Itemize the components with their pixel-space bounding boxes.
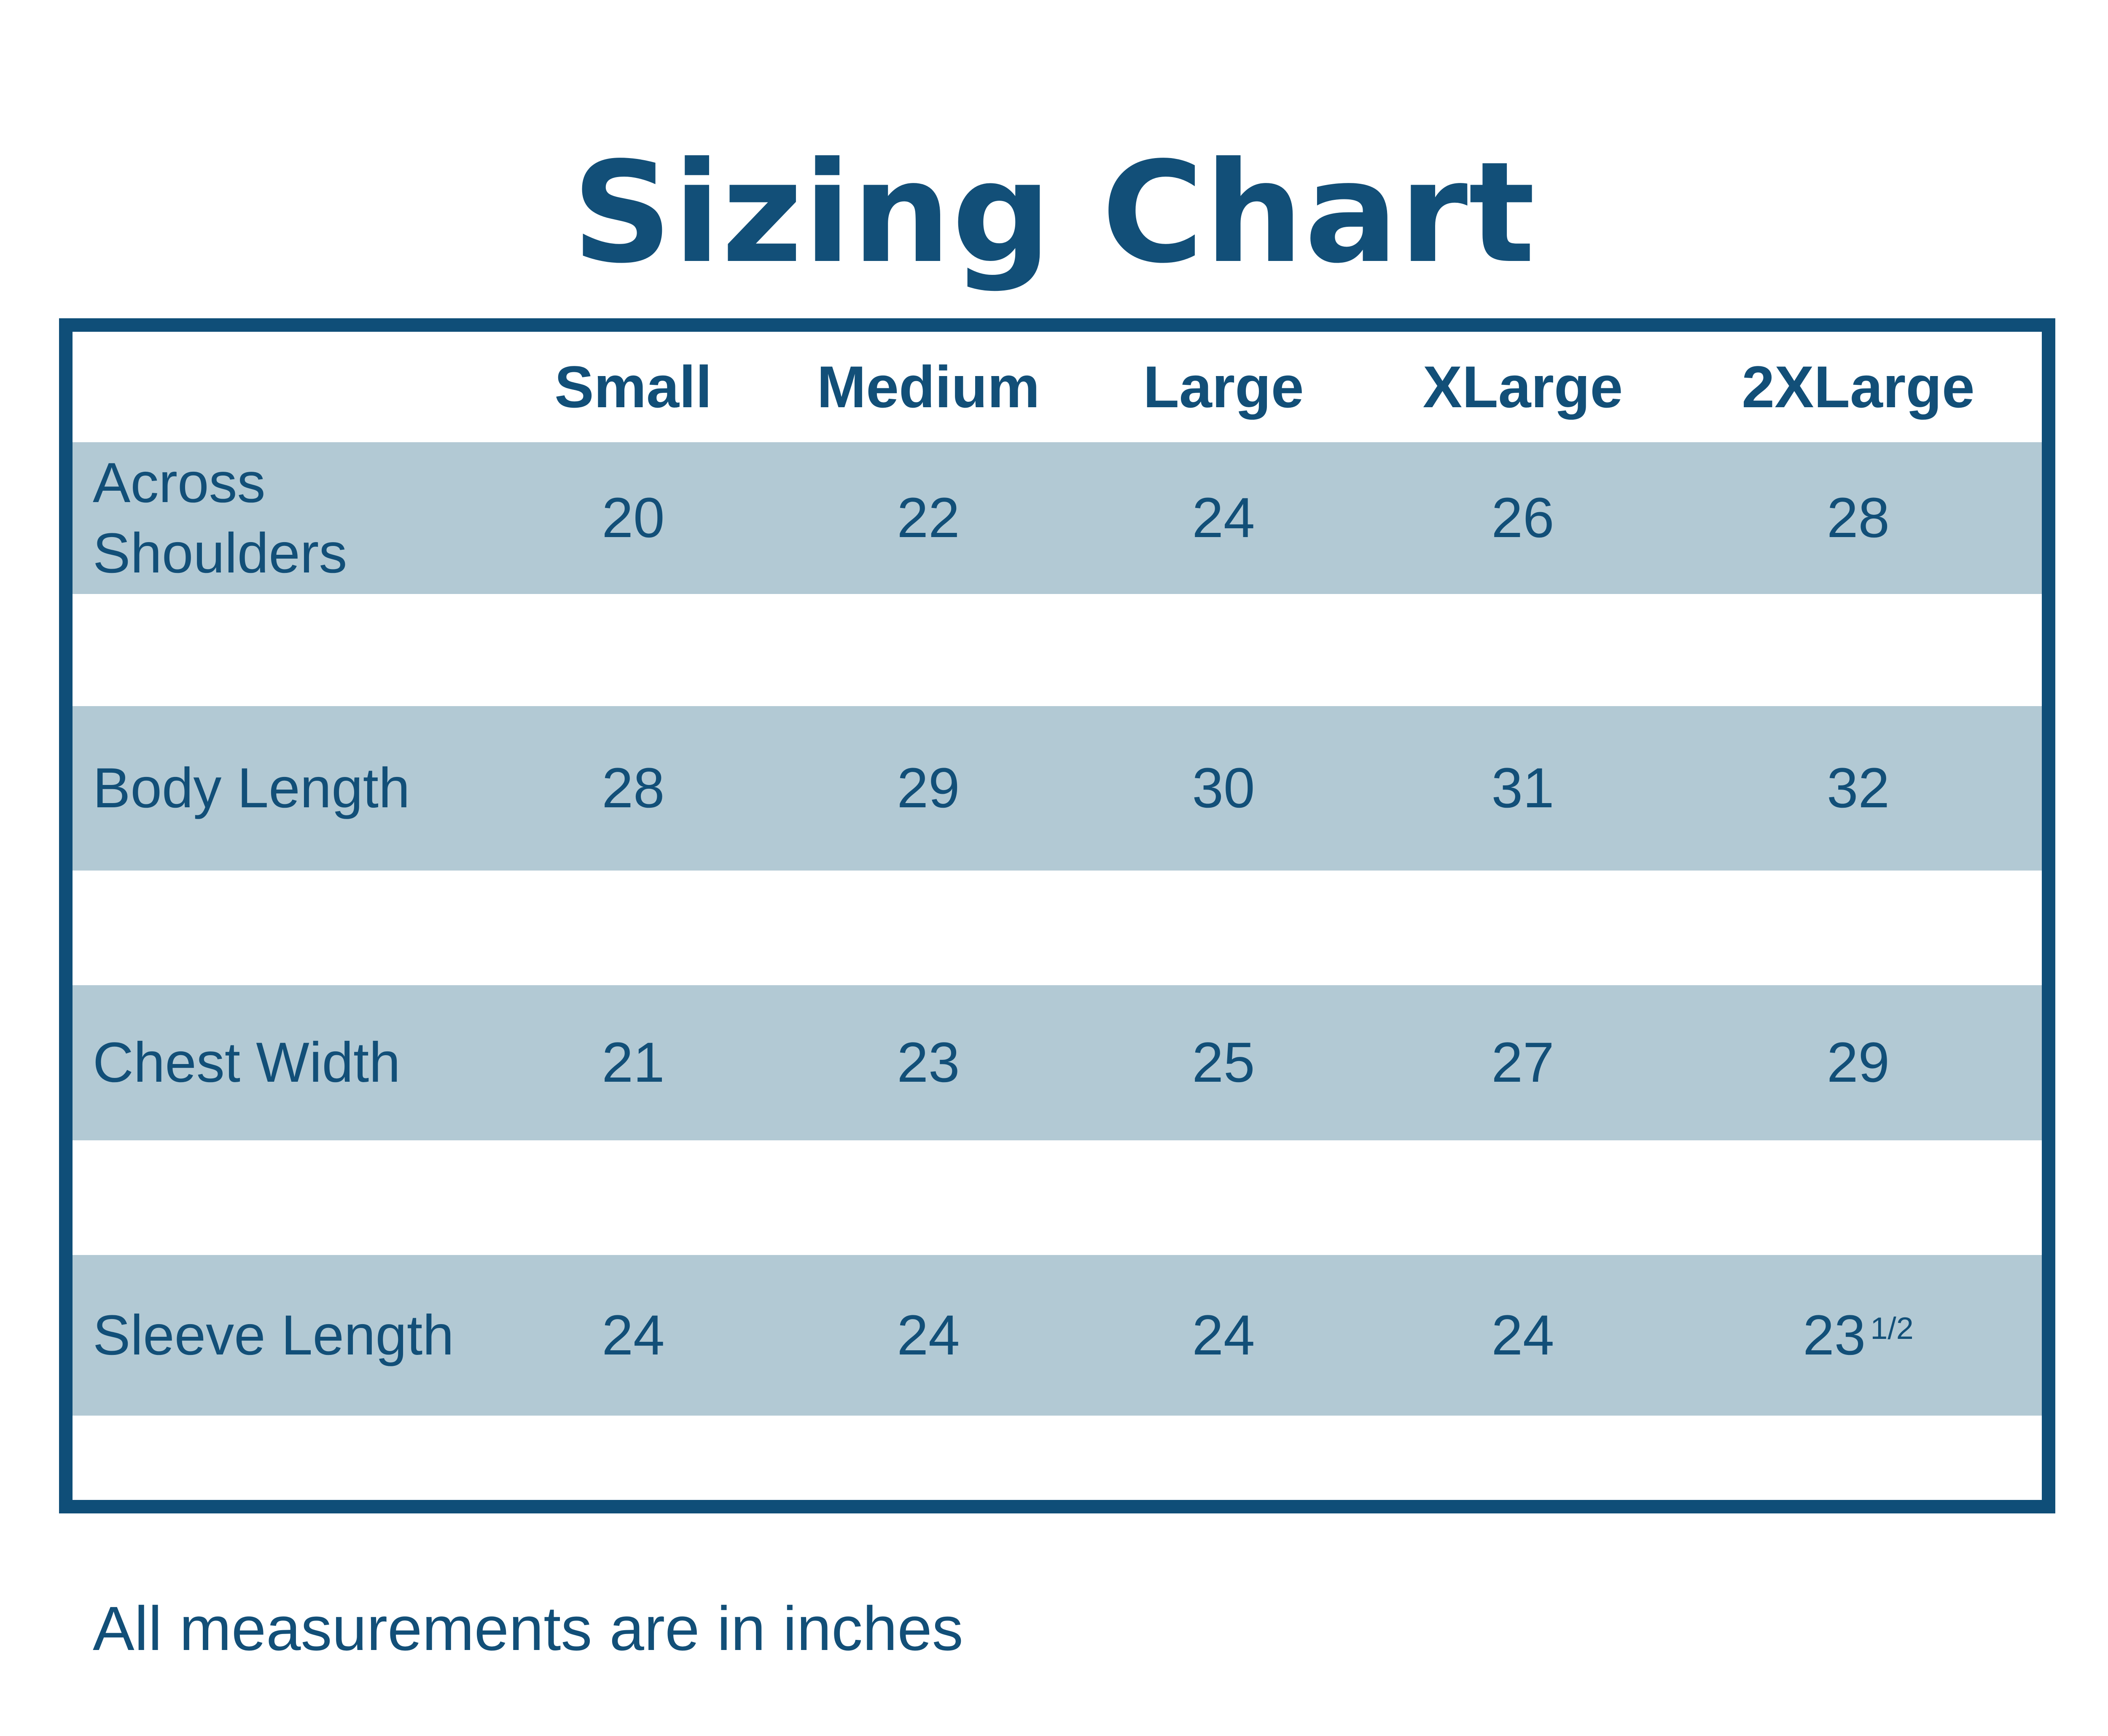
table-cell: 20 xyxy=(602,486,665,549)
table-row-sleeve-length: Sleeve Length 24 24 24 24 23 1/2 xyxy=(73,1255,2042,1416)
row-divider xyxy=(73,871,2042,985)
table-bottom-spacer xyxy=(73,1416,2042,1500)
table-cell: 22 xyxy=(897,486,960,549)
table-cell: 24 xyxy=(1192,1303,1255,1367)
table-cell: 29 xyxy=(897,757,960,820)
column-header-2xlarge: 2XLarge xyxy=(1742,354,1975,420)
table-cell: 24 xyxy=(1491,1303,1554,1367)
table-header-row: Small Medium Large XLarge 2XLarge xyxy=(73,332,2042,442)
column-header-small: Small xyxy=(554,354,712,420)
table-row-across-shoulders: Across Shoulders 20 22 24 26 28 xyxy=(73,442,2042,594)
table-row-chest-width: Chest Width 21 23 25 27 29 xyxy=(73,985,2042,1140)
row-label: Chest Width xyxy=(93,1031,401,1094)
row-label: Across Shoulders xyxy=(93,451,347,585)
table-cell: 25 xyxy=(1192,1031,1255,1094)
table-cell: 32 xyxy=(1826,757,1890,820)
table-cell: 23 1/2 xyxy=(1803,1303,1914,1367)
fraction-superscript: 1/2 xyxy=(1870,1310,1914,1346)
table-cell: 26 xyxy=(1491,486,1554,549)
table-cell: 23 xyxy=(897,1031,960,1094)
column-header-large: Large xyxy=(1143,354,1304,420)
table-cell: 27 xyxy=(1491,1031,1554,1094)
measurements-note: All measurements are in inches xyxy=(93,1594,963,1663)
page-title: Sizing Chart xyxy=(572,132,1536,294)
row-divider xyxy=(73,1140,2042,1255)
row-label: Sleeve Length xyxy=(93,1303,454,1367)
table-cell: 30 xyxy=(1192,757,1255,820)
table-cell: 24 xyxy=(897,1303,960,1367)
table-cell: 24 xyxy=(602,1303,665,1367)
table-cell: 24 xyxy=(1192,486,1255,549)
table-cell: 21 xyxy=(602,1031,665,1094)
row-label: Body Length xyxy=(93,757,410,820)
table-cell: 29 xyxy=(1826,1031,1890,1094)
row-divider xyxy=(73,594,2042,706)
table-cell: 28 xyxy=(1826,486,1890,549)
table-row-body-length: Body Length 28 29 30 31 32 xyxy=(73,706,2042,871)
column-header-xlarge: XLarge xyxy=(1422,354,1623,420)
table-cell: 28 xyxy=(602,757,665,820)
column-header-medium: Medium xyxy=(817,354,1040,420)
sizing-table: Small Medium Large XLarge 2XLarge Across… xyxy=(59,318,2055,1513)
table-cell: 31 xyxy=(1491,757,1554,820)
